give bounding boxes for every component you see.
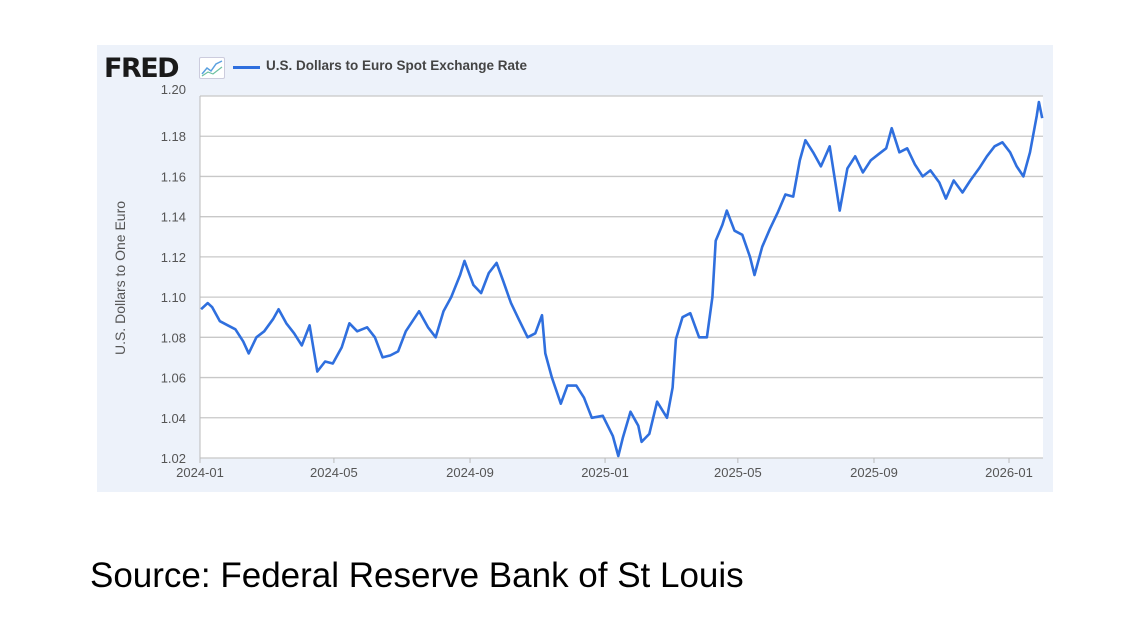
y-tick-label: 1.18 — [161, 129, 186, 144]
x-tick-label: 2025-05 — [714, 465, 762, 480]
legend-label: U.S. Dollars to Euro Spot Exchange Rate — [266, 58, 528, 73]
plot-area — [200, 96, 1043, 458]
fred-logo[interactable]: FRED — [104, 53, 180, 84]
y-tick-label: 1.14 — [161, 210, 186, 225]
y-tick-label: 1.04 — [161, 411, 186, 426]
x-tick-label: 2024-01 — [176, 465, 224, 480]
x-tick-label: 2025-09 — [850, 465, 898, 480]
line-chart-icon — [199, 57, 225, 79]
x-tick-label: 2024-05 — [310, 465, 358, 480]
y-tick-label: 1.16 — [161, 169, 186, 184]
x-tick-label: 2024-09 — [446, 465, 494, 480]
y-tick-label: 1.08 — [161, 330, 186, 345]
source-caption: Source: Federal Reserve Bank of St Louis — [90, 556, 744, 595]
y-tick-label: 1.10 — [161, 290, 186, 305]
y-tick-label: 1.02 — [161, 451, 186, 466]
x-tick-label: 2026-01 — [985, 465, 1033, 480]
x-tick-label: 2025-01 — [581, 465, 629, 480]
y-tick-label: 1.12 — [161, 250, 186, 265]
y-tick-label: 1.20 — [161, 82, 186, 97]
legend-swatch — [233, 66, 260, 69]
y-tick-label: 1.06 — [161, 371, 186, 386]
